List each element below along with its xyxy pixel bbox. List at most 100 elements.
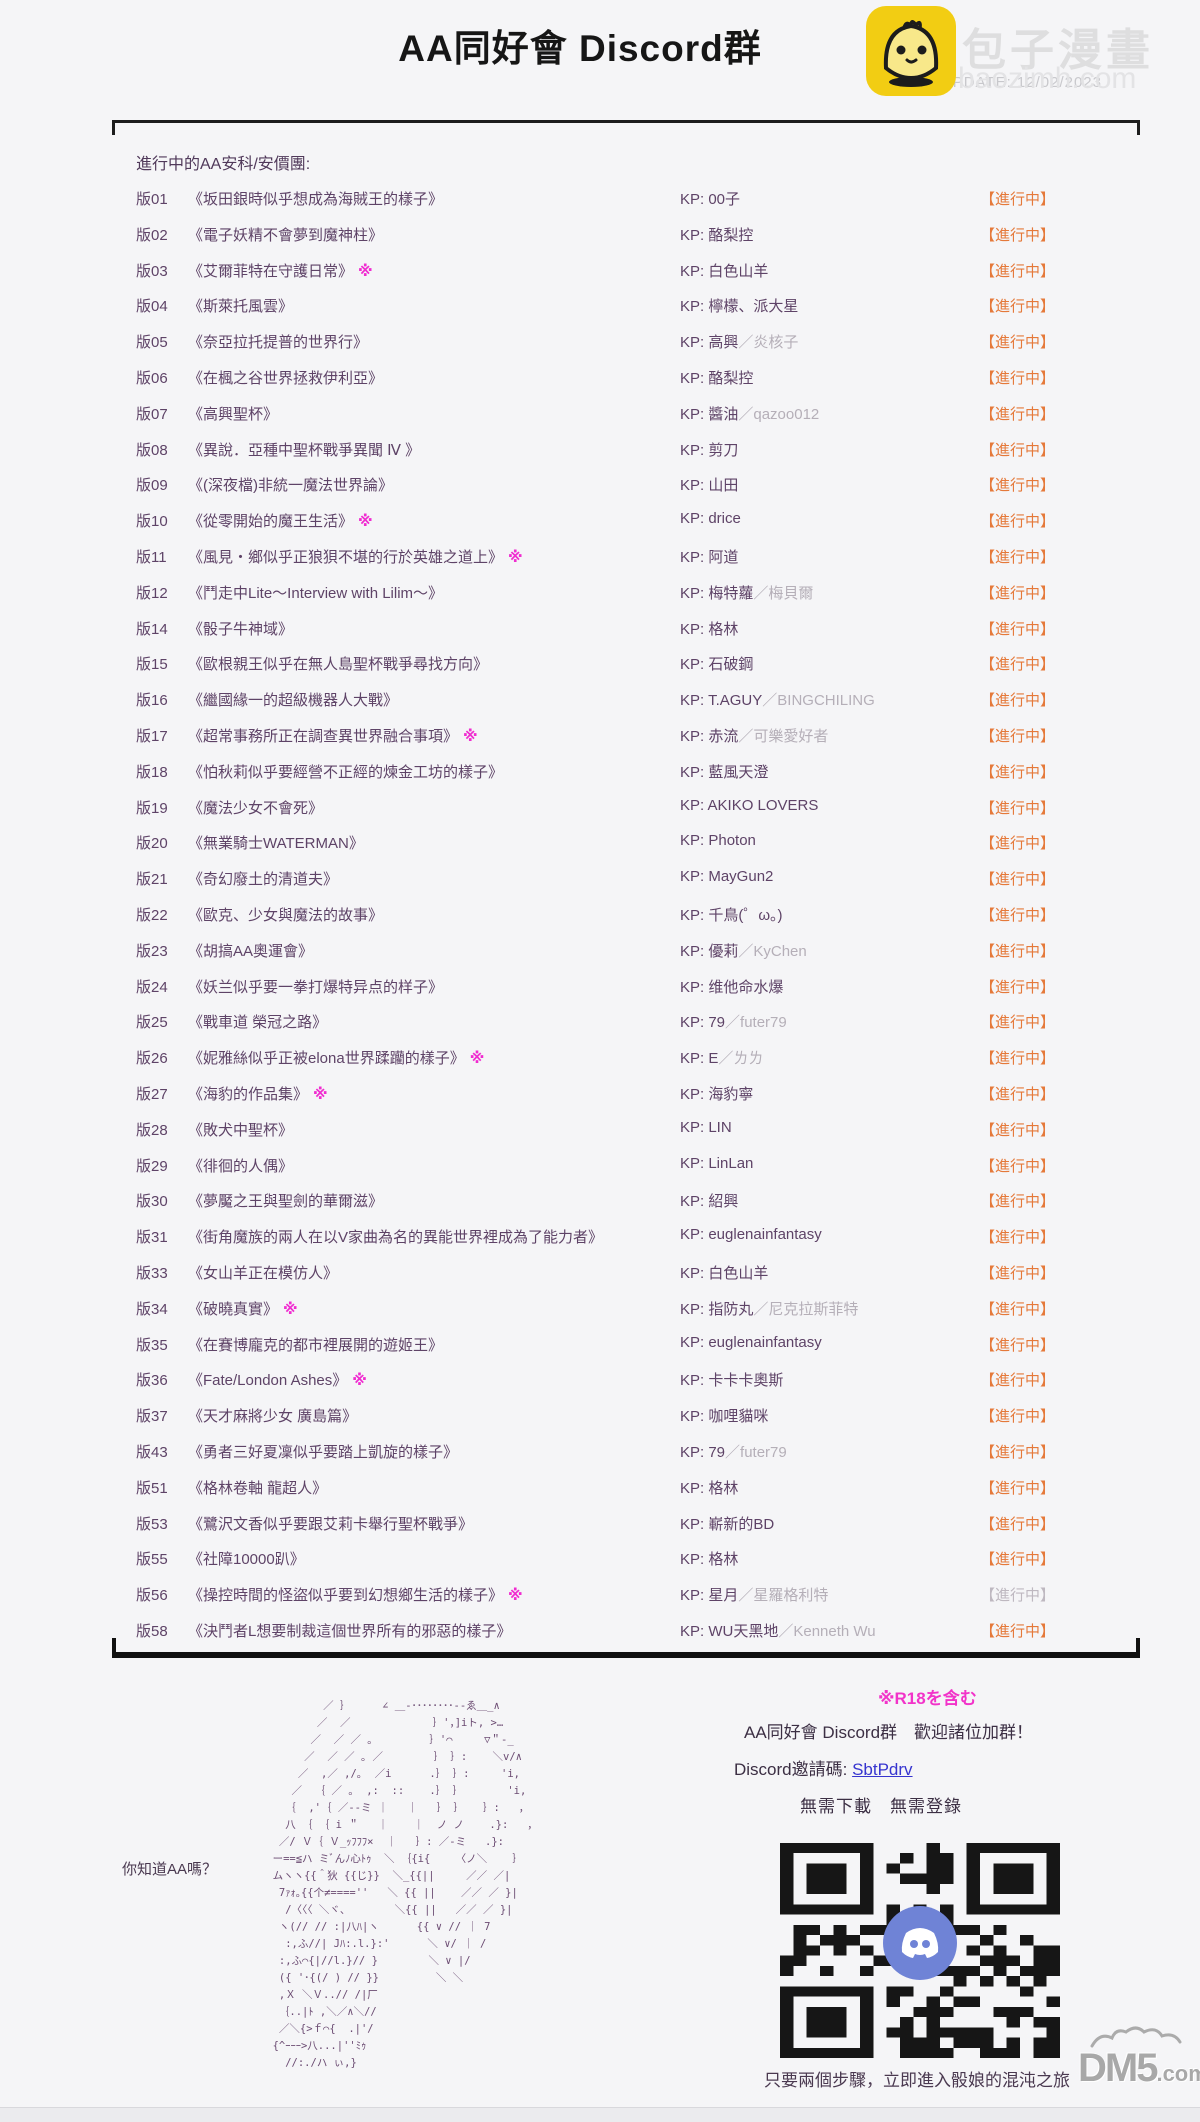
row-number: 版15 <box>136 656 168 674</box>
table-row: 版53 《鷺沢文香似乎要跟艾莉卡舉行聖杯戰爭》 KP: 嶄新的BD 【進行中】 <box>136 1513 1146 1549</box>
status-badge: 【進行中】 <box>980 907 1056 924</box>
status-badge: 【進行中】 <box>980 477 1056 495</box>
row-title: 《(深夜檔)非統一魔法世界論》 <box>188 477 393 495</box>
status-badge: 【進行中】 <box>980 1444 1056 1461</box>
table-row: 版26 《妮雅絲似乎正被elona世界蹂躪的樣子》 ※ KP: E／ㄌㄌ 【進行中】 <box>136 1047 1146 1083</box>
row-number: 版19 <box>136 799 168 817</box>
row-kp: KP: 山田 <box>680 477 739 495</box>
row-kp: KP: 石破鋼 <box>680 656 754 674</box>
r18-mark: ※ <box>463 728 478 745</box>
row-title: 《鷺沢文香似乎要跟艾莉卡舉行聖杯戰爭》 <box>188 1515 474 1533</box>
row-kp: KP: 酪梨控 <box>680 226 754 244</box>
table-row: 版28 《敗犬中聖杯》 KP: LIN 【進行中】 <box>136 1119 1146 1155</box>
row-number: 版30 <box>136 1193 168 1211</box>
row-kp-secondary: ／ㄌㄌ <box>718 1050 764 1068</box>
row-title: 《奈亞拉托提普的世界行》 <box>188 334 369 352</box>
table-row: 版36 《Fate/London Ashes》 ※ KP: 卡卡卡奧斯 【進行中】 <box>136 1369 1146 1405</box>
row-title: 《妮雅絲似乎正被elona世界蹂躪的樣子》 ※ <box>188 1050 485 1068</box>
row-kp: KP: 高興／炎核子 <box>680 334 799 352</box>
row-number: 版28 <box>136 1121 168 1139</box>
table-row: 版58 《決鬥者L想要制裁這個世界所有的邪惡的樣子》 KP: WU天黑地／Kenne… <box>136 1620 1146 1656</box>
table-row: 版05 《奈亞拉托提普的世界行》 KP: 高興／炎核子 【進行中】 <box>136 331 1146 367</box>
row-kp: KP: 優莉／KyChen <box>680 942 807 960</box>
r18-mark: ※ <box>508 1587 523 1605</box>
status-badge: 【進行中】 <box>980 1086 1056 1103</box>
r18-mark: ※ <box>313 1086 328 1103</box>
table-row: 版15 《歐根親王似乎在無人島聖杯戰爭尋找方向》 KP: 石破鋼 【進行中】 <box>136 653 1146 689</box>
table-row: 版31 《街角魔族的兩人在以V家曲為名的異能世界裡成為了能力者》 KP: eugle… <box>136 1226 1146 1262</box>
row-number: 版09 <box>136 477 168 495</box>
row-kp: KP: 酪梨控 <box>680 370 754 387</box>
row-kp: KP: 藍風天澄 <box>680 763 769 781</box>
row-number: 版22 <box>136 907 168 924</box>
row-number: 版16 <box>136 692 168 710</box>
row-kp: KP: 白色山羊 <box>680 1265 769 1282</box>
discord-invite-link[interactable]: SbtPdrv <box>852 1760 913 1779</box>
row-kp: KP: LIN <box>680 1118 732 1136</box>
row-number: 版11 <box>136 549 167 566</box>
row-number: 版58 <box>136 1623 168 1640</box>
invite-code-line: Discord邀請碼: SbtPdrv <box>734 1755 913 1780</box>
r18-mark: ※ <box>358 513 373 531</box>
baozimh-domain-text: baozimh.com <box>958 62 1137 95</box>
row-title: 《在楓之谷世界拯救伊利亞》 <box>188 370 384 387</box>
row-kp: KP: 赤流／可樂愛好者 <box>680 728 829 745</box>
row-title: 《超常事務所正在調查異世界融合事項》 ※ <box>188 728 478 745</box>
row-title: 《無業騎士WATERMAN》 <box>188 835 364 853</box>
row-title: 《歐克、少女與魔法的故事》 <box>188 907 384 924</box>
status-badge: 【進行中】 <box>980 584 1056 602</box>
row-number: 版35 <box>136 1336 168 1354</box>
list-heading: 進行中的AA安科/安價團: <box>136 156 311 173</box>
row-title: 《社障10000趴》 <box>188 1551 305 1569</box>
row-title: 《在賽博龐克的都市裡展開的遊姬王》 <box>188 1336 444 1354</box>
status-badge: 【進行中】 <box>980 1193 1056 1211</box>
row-number: 版07 <box>136 405 168 423</box>
row-title: 《破曉真實》 ※ <box>188 1300 298 1318</box>
row-kp: KP: 指防丸／尼克拉斯菲特 <box>680 1300 859 1318</box>
table-row: 版11 《風見・鄉似乎正狼狽不堪的行於英雄之道上》 ※ KP: 阿道 【進行中】 <box>136 546 1146 582</box>
row-kp: KP: WU天黑地／Kenneth Wu <box>680 1623 876 1640</box>
row-title: 《夢魘之王與聖劍的華爾滋》 <box>188 1193 384 1211</box>
row-kp: KP: 维他命水爆 <box>680 978 784 996</box>
table-row: 版22 《歐克、少女與魔法的故事》 KP: 千鳥(゜ω。) 【進行中】 <box>136 904 1146 940</box>
table-row: 版10 《從零開始的魔王生活》 ※ KP: drice 【進行中】 <box>136 510 1146 546</box>
r18-mark: ※ <box>283 1300 298 1318</box>
row-title: 《勇者三好夏凜似乎要踏上凱旋的樣子》 <box>188 1444 459 1461</box>
row-number: 版37 <box>136 1408 168 1426</box>
status-badge: 【進行中】 <box>980 1300 1056 1318</box>
row-title: 《高興聖杯》 <box>188 405 279 423</box>
row-title: 《歐根親王似乎在無人島聖杯戰爭尋找方向》 <box>188 656 489 674</box>
row-title: 《Fate/London Ashes》 ※ <box>188 1372 367 1390</box>
dm5-dragon-doodle-icon <box>1090 2026 1182 2048</box>
row-number: 版34 <box>136 1300 168 1318</box>
row-kp: KP: 格林 <box>680 620 739 638</box>
table-row: 版56 《操控時間的怪盜似乎要到幻想鄉生活的樣子》 ※ KP: 星月／星羅格利特 【進行… <box>136 1584 1146 1620</box>
row-title: 《斯萊托風雲》 <box>188 298 294 316</box>
table-row: 版17 《超常事務所正在調查異世界融合事項》 ※ KP: 赤流／可樂愛好者 【進行中】 <box>136 725 1146 761</box>
row-title: 《徘徊的人偶》 <box>188 1157 294 1175</box>
table-row: 版24 《妖兰似乎要一拳打爆特异点的样子》 KP: 维他命水爆 【進行中】 <box>136 976 1146 1012</box>
table-row: 版16 《繼國緣一的超級機器人大戰》 KP: T.AGUY／BINGCHILING 【… <box>136 689 1146 725</box>
row-number: 版26 <box>136 1050 168 1068</box>
row-number: 版55 <box>136 1551 168 1569</box>
discord-logo-icon <box>883 1906 957 1980</box>
row-kp: KP: T.AGUY／BINGCHILING <box>680 692 875 710</box>
row-kp: KP: LinLan <box>680 1154 754 1172</box>
row-kp: KP: 79／futer79 <box>680 1014 787 1032</box>
baozimh-brand-text: 包子漫畫 <box>962 26 1154 75</box>
row-title: 《天才麻將少女 廣島篇》 <box>188 1408 358 1426</box>
row-kp: KP: E／ㄌㄌ <box>680 1050 764 1068</box>
status-badge: 【進行中】 <box>980 1408 1056 1426</box>
row-kp: KP: 剪刀 <box>680 441 739 459</box>
table-row: 版20 《無業騎士WATERMAN》 KP: Photon 【進行中】 <box>136 832 1146 868</box>
row-title: 《骰子牛神域》 <box>188 620 294 638</box>
row-kp: KP: 79／futer79 <box>680 1444 787 1461</box>
row-number: 版33 <box>136 1265 168 1282</box>
baozimh-logo-icon <box>866 6 956 96</box>
row-number: 版18 <box>136 763 168 781</box>
status-badge: 【進行中】 <box>980 549 1056 566</box>
table-row: 版43 《勇者三好夏凜似乎要踏上凱旋的樣子》 KP: 79／futer79 【進行中】 <box>136 1441 1146 1477</box>
row-title: 《決鬥者L想要制裁這個世界所有的邪惡的樣子》 <box>188 1623 512 1640</box>
row-kp: KP: euglenainfantasy <box>680 1333 822 1351</box>
